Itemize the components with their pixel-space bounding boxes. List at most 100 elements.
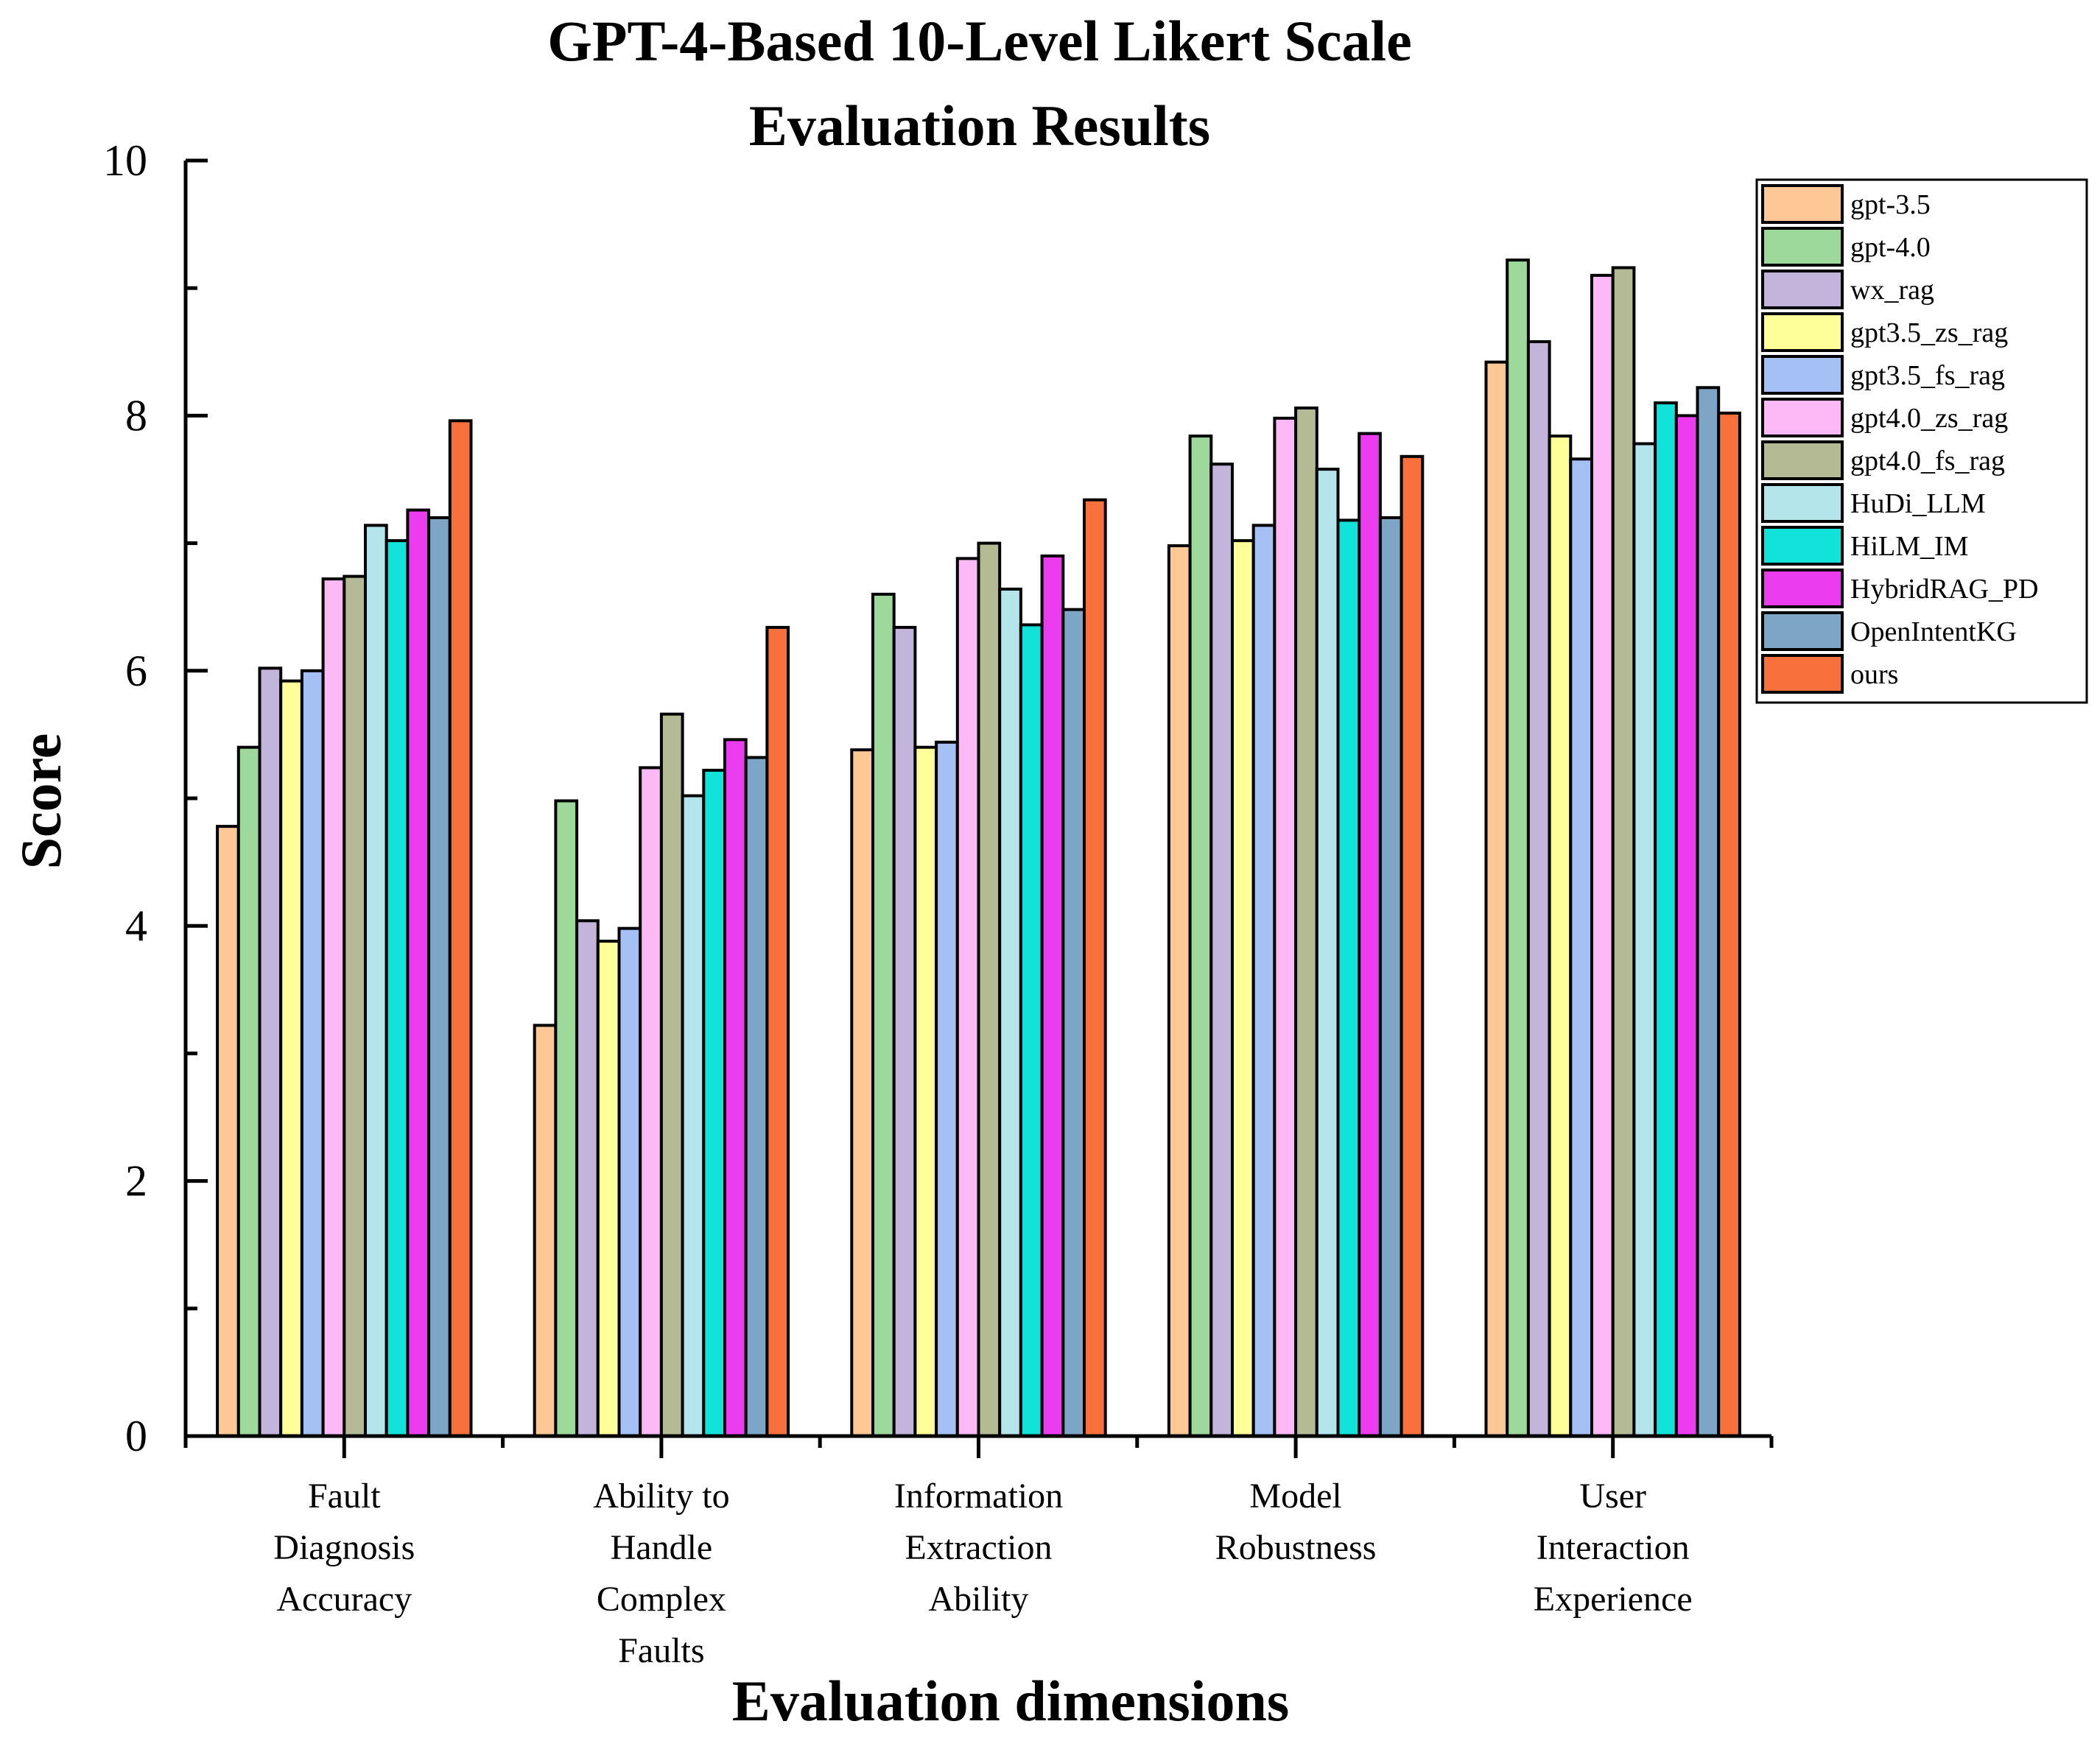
bar-wx_rag-cat3: wx_rag: 7.62 <box>1209 462 1235 1438</box>
x-tick-label: Robustness <box>1215 1528 1377 1567</box>
legend-swatch-gpt4.0_fs_rag[interactable] <box>1761 440 1844 480</box>
bar-HuDi_LLM-cat4: HuDi_LLM: 7.78 <box>1632 442 1657 1438</box>
bar-gpt4.0_fs_rag-cat2: gpt4.0_fs_rag: 7 <box>977 541 1002 1438</box>
bar-gpt4.0_fs_rag-cat0: gpt4.0_fs_rag: 6.74 <box>343 574 367 1438</box>
legend-label-ours[interactable]: ours <box>1850 659 1898 690</box>
legend-swatch-gpt-4.0[interactable] <box>1761 227 1844 267</box>
x-tick-label: Faults <box>618 1631 704 1670</box>
bar-gpt3.5_fs_rag-cat2: gpt3.5_fs_rag: 5.44 <box>935 740 959 1438</box>
legend-swatch-gpt3.5_fs_rag[interactable] <box>1761 355 1844 395</box>
bar-HuDi_LLM-cat2: HuDi_LLM: 6.64 <box>998 587 1022 1438</box>
bar-gpt3.5_zs_rag-cat4: gpt3.5_zs_rag: 7.84 <box>1548 434 1573 1438</box>
x-tick-label: Information <box>894 1477 1063 1516</box>
x-tick-label: Experience <box>1534 1580 1693 1619</box>
bar-wx_rag-cat0: wx_rag: 6.02 <box>258 666 283 1438</box>
bar-gpt-3.5-cat0: gpt-3.5: 4.78 <box>216 825 240 1438</box>
bar-HybridRAG_PD-cat0: HybridRAG_PD: 7.26 <box>406 508 431 1438</box>
legend-label-HiLM_IM[interactable]: HiLM_IM <box>1850 531 1968 562</box>
bar-gpt4.0_zs_rag-cat1: gpt4.0_zs_rag: 5.24 <box>639 766 663 1438</box>
bar-HiLM_IM-cat4: HiLM_IM: 8.1 <box>1654 401 1678 1438</box>
chart-title-line-1: GPT-4-Based 10-Level Likert Scale <box>547 9 1412 73</box>
legend-label-HybridRAG_PD[interactable]: HybridRAG_PD <box>1850 574 2038 605</box>
bar-HiLM_IM-cat0: HiLM_IM: 7.02 <box>384 539 410 1438</box>
bar-gpt3.5_zs_rag-cat3: gpt3.5_zs_rag: 7.02 <box>1231 539 1255 1438</box>
x-tick-label: Extraction <box>905 1528 1053 1567</box>
y-tick-label: 6 <box>125 647 147 695</box>
legend[interactable]: gpt-3.5 gpt-4.0 wx_rag gpt3.5_zs_rag gpt3.5_… <box>1755 178 2088 704</box>
legend-swatch-HiLM_IM[interactable] <box>1761 526 1844 566</box>
legend-swatch-HybridRAG_PD[interactable] <box>1761 569 1844 608</box>
legend-label-gpt3.5_fs_rag[interactable]: gpt3.5_fs_rag <box>1850 360 2005 391</box>
legend-swatch-gpt-3.5[interactable] <box>1761 184 1844 224</box>
bar-gpt3.5_zs_rag-cat0: gpt3.5_zs_rag: 5.92 <box>279 679 303 1438</box>
bar-wx_rag-cat1: wx_rag: 4.04 <box>575 919 600 1438</box>
axes-layer: 0 2 4 6 8 10 Fault Diagnosis Accuracy Ability to H… <box>103 136 1774 1670</box>
x-tick-label: Interaction <box>1537 1528 1690 1567</box>
bar-gpt-4.0-cat1: gpt-4.0: 4.98 <box>554 799 579 1438</box>
bar-gpt-3.5-cat2: gpt-3.5: 5.38 <box>850 748 875 1438</box>
bar-gpt3.5_fs_rag-cat3: gpt3.5_fs_rag: 7.14 <box>1251 524 1276 1438</box>
x-tick-label: Complex <box>597 1580 726 1619</box>
bar-gpt4.0_fs_rag-cat1: gpt4.0_fs_rag: 5.66 <box>659 712 684 1438</box>
bar-OpenIntentKG-cat0: OpenIntentKG: 7.2 <box>427 516 452 1438</box>
legend-label-gpt-3.5[interactable]: gpt-3.5 <box>1850 189 1931 220</box>
x-tick-label: Diagnosis <box>273 1528 415 1567</box>
x-axis-title: Evaluation dimensions <box>732 1669 1289 1733</box>
chart-title-line-2: Evaluation Results <box>749 94 1210 158</box>
legend-swatch-gpt4.0_zs_rag[interactable] <box>1761 398 1844 437</box>
bar-gpt-4.0-cat4: gpt-4.0: 9.22 <box>1506 258 1530 1438</box>
x-tick-label: Handle <box>611 1528 713 1567</box>
x-tick-label: Accuracy <box>276 1580 412 1619</box>
legend-swatch-OpenIntentKG[interactable] <box>1761 611 1844 651</box>
y-axis-title: Score <box>9 733 73 870</box>
bar-OpenIntentKG-cat3: OpenIntentKG: 7.2 <box>1378 516 1403 1438</box>
bar-HiLM_IM-cat1: HiLM_IM: 5.22 <box>702 768 726 1438</box>
bar-HybridRAG_PD-cat2: HybridRAG_PD: 6.9 <box>1040 554 1065 1438</box>
bars-layer: gpt-3.5: 4.78gpt-4.0: 5.4wx_rag: 6.02gpt… <box>216 258 1741 1438</box>
bar-gpt3.5_fs_rag-cat0: gpt3.5_fs_rag: 6 <box>300 669 325 1438</box>
bar-wx_rag-cat2: wx_rag: 6.34 <box>892 625 917 1438</box>
bar-HuDi_LLM-cat1: HuDi_LLM: 5.02 <box>681 794 706 1438</box>
bar-ours-cat2: ours: 7.34 <box>1083 498 1107 1438</box>
x-tick-label: Ability to <box>593 1477 729 1516</box>
legend-label-gpt4.0_zs_rag[interactable]: gpt4.0_zs_rag <box>1850 403 2008 434</box>
bar-gpt-3.5-cat3: gpt-3.5: 6.98 <box>1167 544 1192 1438</box>
bar-ours-cat1: ours: 6.34 <box>765 625 790 1438</box>
legend-label-gpt3.5_zs_rag[interactable]: gpt3.5_zs_rag <box>1850 317 2008 348</box>
y-tick-label: 0 <box>125 1412 147 1460</box>
x-tick-label: Fault <box>308 1477 381 1516</box>
y-tick-label: 10 <box>103 136 147 185</box>
y-tick-label: 8 <box>125 391 147 440</box>
legend-label-wx_rag[interactable]: wx_rag <box>1850 275 1934 306</box>
bar-gpt-3.5-cat1: gpt-3.5: 3.22 <box>533 1024 558 1438</box>
legend-label-gpt4.0_fs_rag[interactable]: gpt4.0_fs_rag <box>1850 446 2005 476</box>
bar-HybridRAG_PD-cat1: HybridRAG_PD: 5.46 <box>723 738 748 1438</box>
bar-HuDi_LLM-cat3: HuDi_LLM: 7.58 <box>1315 468 1340 1438</box>
legend-label-HuDi_LLM[interactable]: HuDi_LLM <box>1850 488 1986 519</box>
bar-gpt4.0_fs_rag-cat3: gpt4.0_fs_rag: 8.06 <box>1294 407 1318 1438</box>
bar-gpt4.0_zs_rag-cat2: gpt4.0_zs_rag: 6.88 <box>955 557 980 1438</box>
bar-gpt4.0_zs_rag-cat4: gpt4.0_zs_rag: 9.1 <box>1590 273 1615 1438</box>
bar-OpenIntentKG-cat2: OpenIntentKG: 6.48 <box>1061 608 1086 1438</box>
legend-swatch-ours[interactable] <box>1761 654 1844 694</box>
legend-swatch-wx_rag[interactable] <box>1761 270 1844 309</box>
x-tick-label: Model <box>1249 1477 1341 1516</box>
legend-swatch-HuDi_LLM[interactable] <box>1761 483 1844 523</box>
bar-gpt3.5_fs_rag-cat4: gpt3.5_fs_rag: 7.66 <box>1569 457 1594 1438</box>
bar-gpt4.0_fs_rag-cat4: gpt4.0_fs_rag: 9.16 <box>1611 266 1636 1438</box>
bar-ours-cat3: ours: 7.68 <box>1400 454 1425 1438</box>
x-tick-label: Ability <box>928 1580 1028 1619</box>
bar-gpt3.5_fs_rag-cat1: gpt3.5_fs_rag: 3.98 <box>617 926 642 1438</box>
bar-wx_rag-cat4: wx_rag: 8.58 <box>1526 339 1551 1438</box>
bar-HybridRAG_PD-cat3: HybridRAG_PD: 7.86 <box>1358 432 1382 1438</box>
legend-label-OpenIntentKG[interactable]: OpenIntentKG <box>1850 616 2017 647</box>
x-tick-label: User <box>1579 1477 1646 1516</box>
bar-gpt4.0_zs_rag-cat0: gpt4.0_zs_rag: 6.72 <box>321 577 346 1438</box>
bar-gpt-3.5-cat4: gpt-3.5: 8.42 <box>1484 360 1509 1438</box>
bar-OpenIntentKG-cat1: OpenIntentKG: 5.32 <box>744 756 769 1438</box>
bar-gpt3.5_zs_rag-cat1: gpt3.5_zs_rag: 3.88 <box>596 939 621 1438</box>
legend-swatch-gpt3.5_zs_rag[interactable] <box>1761 312 1844 352</box>
bar-gpt-4.0-cat2: gpt-4.0: 6.6 <box>871 592 896 1438</box>
legend-label-gpt-4.0[interactable]: gpt-4.0 <box>1850 232 1931 263</box>
